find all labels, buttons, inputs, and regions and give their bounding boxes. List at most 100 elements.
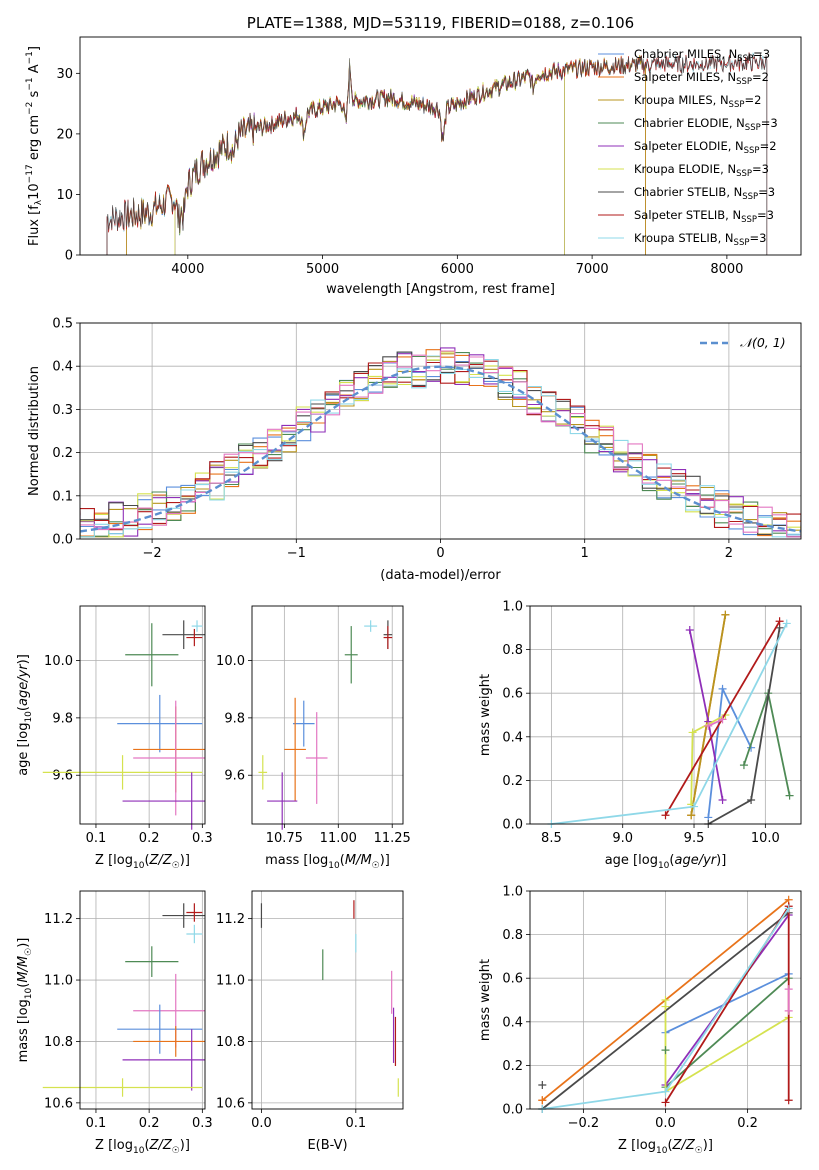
errorbar-point (284, 697, 306, 802)
errorbar-point (186, 628, 203, 647)
x-tick-label: 10.75 (266, 831, 303, 846)
legend-label: Kroupa STELIB, NSSP=3 (634, 231, 766, 248)
y-axis-label: Normed distribution (27, 366, 42, 496)
mass_vs_ebv-frame (251, 890, 404, 1110)
y-tick-label: 0.8 (502, 643, 523, 658)
series-line-kroupa_elodie (664, 1000, 790, 1094)
y-tick-label: 0.0 (52, 533, 73, 548)
y-tick-label: 9.6 (224, 769, 245, 784)
errorbar-point (117, 694, 203, 753)
y-tick-label: 9.8 (224, 711, 245, 726)
weight_vs_z-frame (529, 890, 802, 1110)
y-axis-label: mass weight (478, 674, 493, 756)
x-tick-label: 0.1 (86, 831, 107, 846)
plus-marker (785, 791, 794, 800)
age_vs_z-axes: 0.1 0.2 0.3 9.6 9.8 10.0 (42, 606, 213, 846)
plus-marker (775, 617, 784, 626)
y-tick-label: 0.6 (502, 972, 523, 987)
errorbar-point (162, 903, 205, 928)
x-axis-label: mass [log10(M/M☉)] (265, 853, 390, 871)
normal-curve (80, 365, 801, 533)
legend-label: Salpeter MILES, NSSP=2 (634, 70, 769, 87)
errorbar-point (42, 755, 203, 790)
series-line-pink (707, 718, 723, 727)
y-tick-label: 10.0 (44, 654, 73, 669)
x-tick-label: 9.5 (684, 831, 705, 846)
y-axis-label: mass weight (478, 959, 493, 1041)
errorbar-point (305, 712, 328, 804)
x-tick-label: 8.5 (541, 831, 562, 846)
errorbar-point (122, 772, 205, 830)
plus-marker (688, 728, 697, 737)
x-tick-label: 0.0 (251, 1116, 272, 1131)
spectrum-axes: 4000 5000 6000 7000 8000 0 10 20 30 (56, 52, 768, 277)
y-axis-label: mass [log10(M/M☉)] (16, 938, 34, 1063)
y-tick-label: 0.2 (52, 446, 73, 461)
plus-marker (747, 796, 756, 805)
y-tick-label: 10 (56, 188, 73, 203)
residuals-frame (79, 322, 802, 540)
plus-marker (538, 1096, 547, 1105)
series-line-chabrier_stelib (106, 52, 768, 255)
y-tick-label: 10.6 (216, 1096, 245, 1111)
y-tick-label: 20 (56, 127, 73, 142)
plus-marker (721, 610, 730, 619)
errorbar-point (383, 626, 393, 650)
y-tick-label: 0.8 (502, 928, 523, 943)
series-line-chabrier_miles (126, 57, 646, 255)
x-tick-label: 11.00 (320, 831, 357, 846)
x-axis-label: E(B-V) (307, 1138, 347, 1153)
errorbar-point (42, 1078, 203, 1097)
errorbar-point (125, 946, 179, 977)
plus-marker (718, 796, 727, 805)
x-tick-label: −2 (143, 546, 162, 561)
legend-label: Chabrier MILES, NSSP=3 (634, 47, 770, 64)
x-tick-label: 9.0 (612, 831, 633, 846)
x-tick-label: 11.25 (374, 831, 411, 846)
weight_vs_age-frame (529, 605, 802, 825)
y-tick-label: 11.0 (44, 974, 73, 989)
x-tick-label: 0.3 (192, 831, 213, 846)
x-tick-label: 5000 (306, 262, 339, 277)
age_vs_mass-axes: 10.75 11.00 11.25 9.6 9.8 10.0 (216, 606, 411, 846)
errorbar-point (133, 706, 205, 793)
y-tick-label: 0.3 (52, 403, 73, 418)
errorbar-point (133, 700, 205, 816)
y-tick-label: 10.6 (44, 1096, 73, 1111)
errorbar-point (344, 626, 358, 684)
y-tick-label: 0.4 (502, 1015, 523, 1030)
x-tick-label: 10.0 (751, 831, 780, 846)
x-axis-label: Z [log10(Z/Z☉)] (95, 853, 190, 871)
x-tick-label: 0.0 (655, 1116, 676, 1131)
errorbar-point (258, 755, 268, 790)
y-tick-label: 0.5 (52, 317, 73, 332)
y-tick-label: 0.0 (502, 818, 523, 833)
errorbar-point (191, 620, 203, 632)
plus-marker (718, 684, 727, 693)
y-tick-label: 11.0 (216, 974, 245, 989)
x-tick-label: 1 (581, 546, 589, 561)
series-line-kroupa_miles (126, 54, 646, 255)
plus-marker (685, 625, 694, 634)
plus-marker (782, 619, 791, 628)
y-tick-label: 0.4 (502, 730, 523, 745)
errorbar-point (186, 924, 203, 944)
x-axis-label: wavelength [Angstrom, rest frame] (326, 282, 555, 297)
plus-marker (661, 1002, 670, 1011)
errorbar-point (364, 620, 378, 632)
x-tick-label: −0.2 (568, 1116, 600, 1131)
legend-label: Kroupa ELODIE, NSSP=3 (634, 162, 769, 179)
y-tick-label: 30 (56, 67, 73, 82)
x-tick-label: 0.1 (345, 1116, 366, 1131)
errorbar-point (133, 1026, 205, 1057)
errorbar-point (125, 623, 179, 687)
legend-label: Chabrier STELIB, NSSP=3 (634, 185, 775, 202)
plus-marker (784, 904, 793, 913)
legend-label: Chabrier ELODIE, NSSP=3 (634, 116, 778, 133)
plus-marker (690, 802, 699, 811)
errorbar-point (122, 1029, 205, 1091)
legend-label: 𝒩(0, 1) (740, 335, 786, 350)
histogram-pink (80, 350, 801, 538)
x-axis-label: age [log10(age/yr)] (605, 853, 727, 871)
